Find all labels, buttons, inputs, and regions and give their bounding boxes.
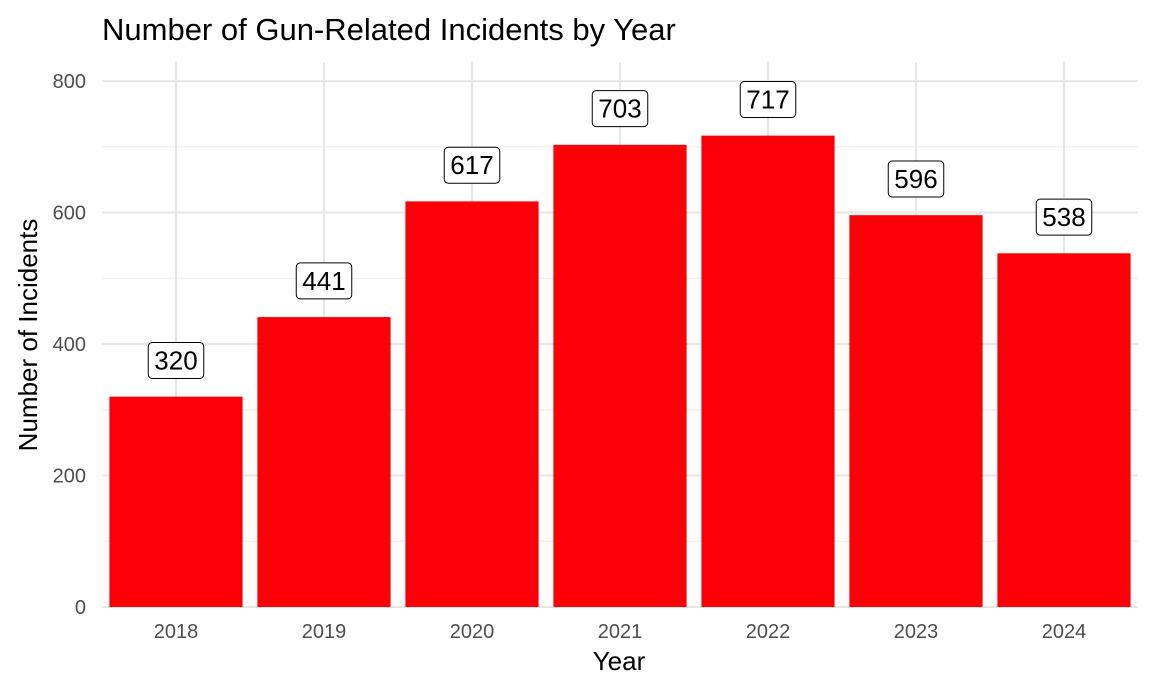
bar — [109, 396, 243, 607]
data-label-box — [147, 341, 205, 379]
data-label: 538 — [1035, 198, 1093, 236]
data-label: 320 — [147, 341, 205, 379]
data-label-text: 320 — [154, 345, 197, 375]
data-labels: 320 441 617 703 717 596 538 — [147, 80, 1093, 379]
data-label: 617 — [443, 146, 501, 184]
y-tick-label: 400 — [53, 334, 86, 356]
bar — [405, 201, 539, 607]
data-label-box — [739, 80, 797, 118]
data-label-text: 441 — [302, 266, 345, 296]
data-label: 441 — [295, 262, 353, 300]
bar — [257, 317, 391, 607]
x-tick-label: 2023 — [894, 621, 939, 643]
data-label-box — [443, 146, 501, 184]
x-tick-label: 2020 — [450, 621, 495, 643]
y-tick-label: 600 — [53, 203, 86, 225]
data-label-text: 596 — [894, 164, 937, 194]
x-tick-label: 2024 — [1042, 621, 1087, 643]
y-axis-ticks: 0 200 400 600 800 — [53, 71, 86, 619]
x-tick-label: 2018 — [154, 621, 199, 643]
y-tick-label: 800 — [53, 71, 86, 93]
data-label-box — [887, 160, 945, 198]
data-label-text: 717 — [746, 84, 789, 114]
data-label: 717 — [739, 80, 797, 118]
y-tick-label: 0 — [75, 597, 86, 619]
bar — [849, 215, 983, 607]
y-tick-label: 200 — [53, 466, 86, 488]
data-label-text: 703 — [598, 94, 641, 124]
y-axis-title: Number of Incidents — [13, 219, 43, 452]
data-label-text: 538 — [1042, 202, 1085, 232]
bar — [553, 144, 687, 607]
data-label: 596 — [887, 160, 945, 198]
data-label-text: 617 — [450, 150, 493, 180]
bars — [109, 135, 1131, 608]
bar — [701, 135, 835, 608]
x-tick-label: 2021 — [598, 621, 643, 643]
x-tick-label: 2019 — [302, 621, 347, 643]
data-label-box — [295, 262, 353, 300]
x-tick-label: 2022 — [746, 621, 791, 643]
x-axis-title: Year — [593, 646, 646, 676]
data-label-box — [1035, 198, 1093, 236]
data-label: 703 — [591, 90, 649, 128]
data-label-box — [591, 90, 649, 128]
bar — [997, 253, 1131, 607]
x-axis-ticks: 2018 2019 2020 2021 2022 2023 2024 — [154, 621, 1087, 643]
chart-title: Number of Gun-Related Incidents by Year — [102, 12, 676, 47]
